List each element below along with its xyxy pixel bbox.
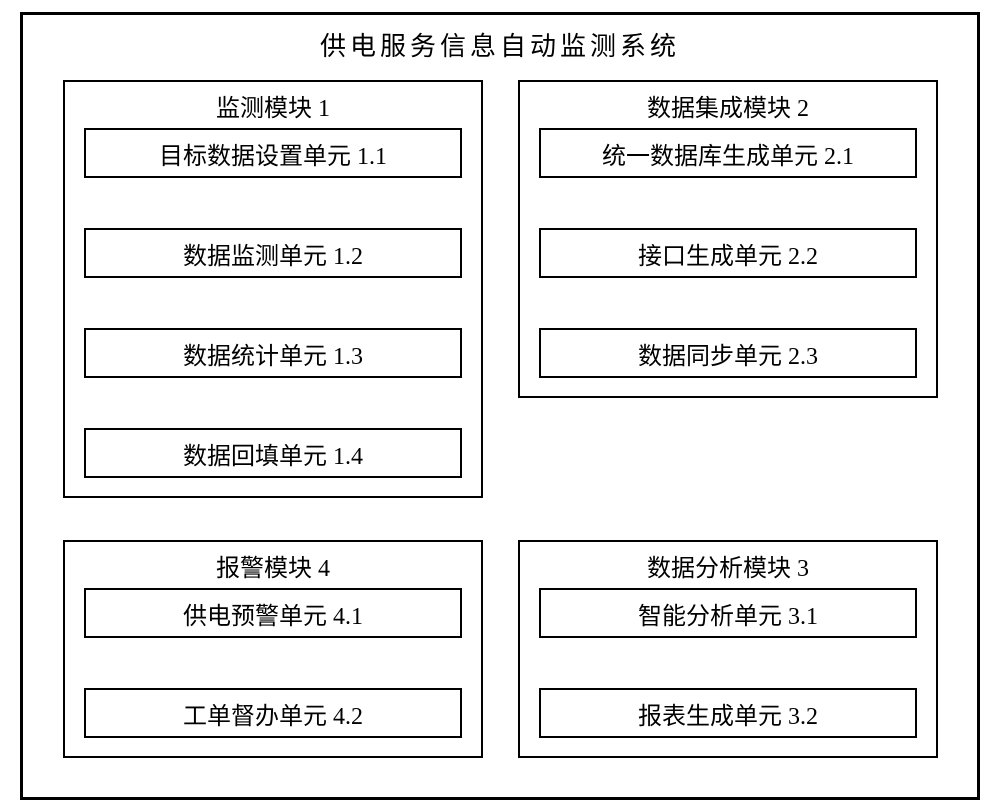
- unit-1-3-label: 数据统计单元 1.3: [183, 336, 363, 371]
- unit-4-2: 工单督办单元 4.2: [84, 688, 462, 738]
- unit-2-1-label: 统一数据库生成单元 2.1: [602, 136, 854, 171]
- unit-4-1: 供电预警单元 4.1: [84, 588, 462, 638]
- unit-2-3: 数据同步单元 2.3: [539, 328, 917, 378]
- unit-2-2: 接口生成单元 2.2: [539, 228, 917, 278]
- unit-4-1-label: 供电预警单元 4.1: [183, 596, 363, 631]
- unit-3-2-label: 报表生成单元 3.2: [638, 696, 818, 731]
- unit-1-2-label: 数据监测单元 1.2: [183, 236, 363, 271]
- unit-1-1: 目标数据设置单元 1.1: [84, 128, 462, 178]
- unit-2-1: 统一数据库生成单元 2.1: [539, 128, 917, 178]
- module-4-title: 报警模块 4: [63, 548, 483, 583]
- module-1-title: 监测模块 1: [63, 88, 483, 123]
- diagram-canvas: 供电服务信息自动监测系统 监测模块 1 目标数据设置单元 1.1 数据监测单元 …: [0, 0, 1000, 810]
- unit-2-2-label: 接口生成单元 2.2: [638, 236, 818, 271]
- unit-4-2-label: 工单督办单元 4.2: [183, 696, 363, 731]
- unit-1-1-label: 目标数据设置单元 1.1: [159, 136, 387, 171]
- unit-3-2: 报表生成单元 3.2: [539, 688, 917, 738]
- unit-1-4: 数据回填单元 1.4: [84, 428, 462, 478]
- unit-1-3: 数据统计单元 1.3: [84, 328, 462, 378]
- system-title: 供电服务信息自动监测系统: [20, 26, 980, 63]
- unit-2-3-label: 数据同步单元 2.3: [638, 336, 818, 371]
- module-2-title: 数据集成模块 2: [518, 88, 938, 123]
- module-3-title: 数据分析模块 3: [518, 548, 938, 583]
- unit-3-1-label: 智能分析单元 3.1: [638, 596, 818, 631]
- unit-1-2: 数据监测单元 1.2: [84, 228, 462, 278]
- unit-3-1: 智能分析单元 3.1: [539, 588, 917, 638]
- unit-1-4-label: 数据回填单元 1.4: [183, 436, 363, 471]
